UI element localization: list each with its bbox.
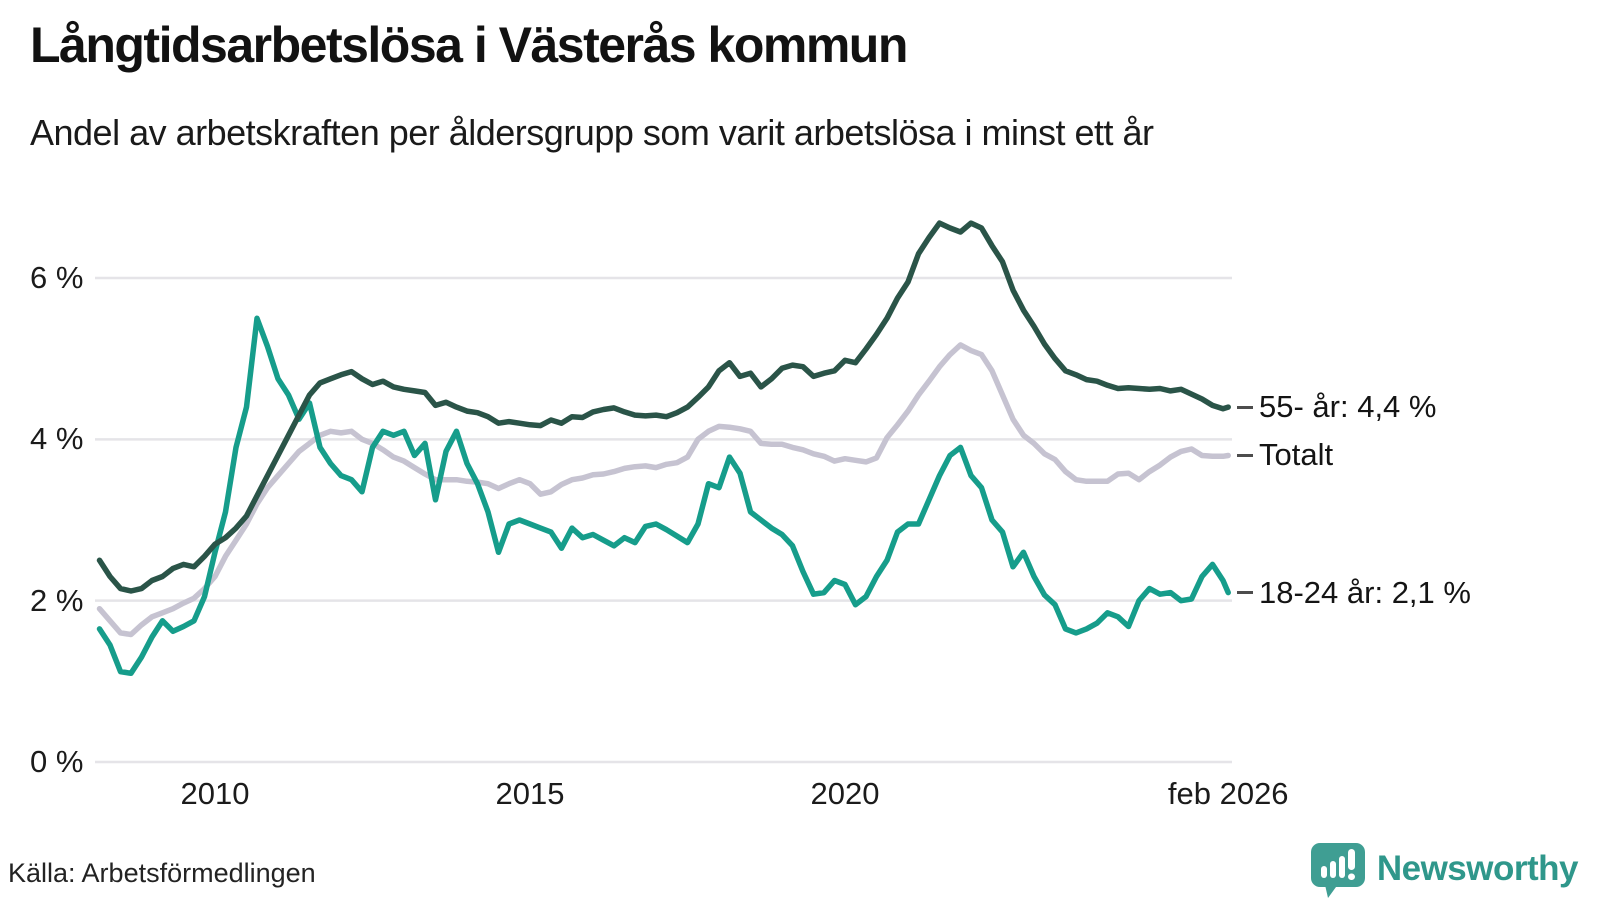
series-label-dash: [1237, 591, 1253, 595]
x-tick-label: 2020: [810, 776, 880, 811]
series-label-18-24: 18-24 år: 2,1 %: [1259, 574, 1471, 610]
series-line-totalt: [96, 342, 1231, 638]
series-label-dash: [1237, 405, 1253, 409]
page-title: Långtidsarbetslösa i Västerås kommun: [30, 17, 908, 73]
series-line-55-plus: [96, 220, 1231, 594]
y-tick-label: 2 %: [30, 582, 84, 618]
chart-subtitle: Andel av arbetskraften per åldersgrupp s…: [30, 112, 1154, 153]
series-label-55-plus: 55- år: 4,4 %: [1259, 389, 1437, 425]
x-tick-label: 2010: [180, 776, 250, 811]
y-tick-label: 6 %: [30, 259, 84, 295]
series-label-totalt: Totalt: [1259, 437, 1334, 473]
series-label-dash: [1237, 453, 1253, 457]
source-note: Källa: Arbetsförmedlingen: [8, 858, 316, 888]
newsworthy-wordmark: Newsworthy: [1376, 849, 1579, 888]
newsworthy-logo: Newsworthy: [1309, 838, 1579, 900]
x-tick-label: feb 2026: [1167, 776, 1289, 811]
series-line-18-24: [96, 315, 1231, 677]
newsworthy-icon: [1310, 843, 1365, 898]
y-tick-label: 4 %: [30, 421, 84, 457]
y-tick-label: 0 %: [30, 744, 84, 779]
x-tick-label: 2015: [495, 776, 565, 811]
